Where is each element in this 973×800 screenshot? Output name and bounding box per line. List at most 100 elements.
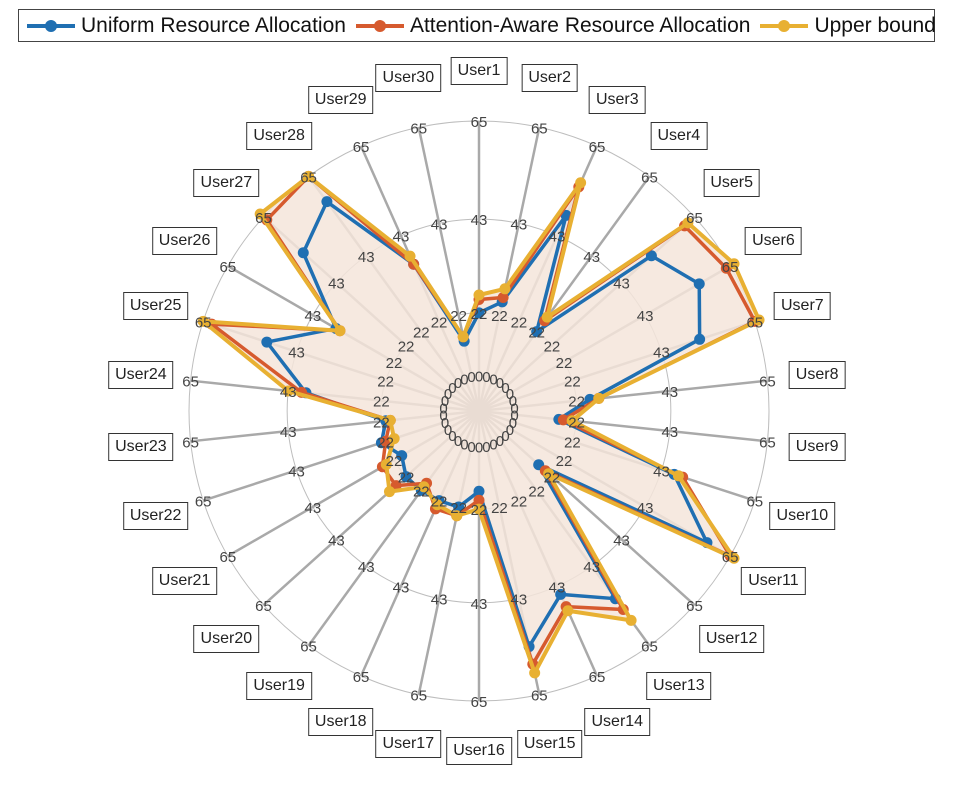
ring-tick-label-30-2: 43 bbox=[431, 216, 448, 233]
ring-tick-label-14-0: 0 bbox=[489, 437, 497, 454]
series-3-point-5 bbox=[682, 217, 694, 229]
ring-tick-label-30-1: 22 bbox=[450, 308, 467, 325]
ring-tick-label-18-0: 0 bbox=[460, 437, 468, 454]
ring-tick-label-20-1: 22 bbox=[398, 470, 415, 487]
ring-tick-label-12-0: 0 bbox=[501, 428, 509, 445]
series-3-point-29 bbox=[404, 250, 416, 262]
ring-tick-label-17-0: 0 bbox=[467, 439, 475, 456]
ring-tick-label-29-2: 43 bbox=[393, 229, 410, 246]
series-1-point-25 bbox=[261, 336, 273, 348]
upper-bound-area bbox=[203, 176, 760, 673]
ring-tick-label-11-1: 22 bbox=[556, 453, 573, 470]
ring-tick-label-19-3: 65 bbox=[300, 639, 317, 656]
ring-tick-label-17-3: 65 bbox=[410, 688, 427, 705]
ring-tick-label-3-3: 65 bbox=[589, 139, 606, 156]
ring-tick-label-15-0: 0 bbox=[482, 439, 490, 456]
ring-tick-label-21-3: 65 bbox=[220, 549, 237, 566]
ring-tick-label-15-3: 65 bbox=[531, 688, 548, 705]
ring-tick-label-19-2: 43 bbox=[358, 559, 375, 576]
category-label-10: User10 bbox=[769, 502, 836, 531]
ring-tick-label-16-2: 43 bbox=[471, 596, 488, 613]
series-3-point-27 bbox=[254, 208, 266, 220]
ring-tick-label-23-2: 43 bbox=[280, 424, 297, 441]
ring-tick-label-3-0: 0 bbox=[489, 371, 497, 388]
series-3-point-30 bbox=[457, 331, 469, 343]
ring-tick-label-27-1: 22 bbox=[398, 338, 415, 355]
ring-tick-label-10-1: 22 bbox=[564, 434, 581, 451]
series-3-point-6 bbox=[728, 258, 740, 270]
series-3-point-15 bbox=[529, 667, 541, 679]
legend-swatch-2 bbox=[355, 19, 404, 32]
legend-label-2: Attention-Aware Resource Allocation bbox=[409, 13, 751, 37]
ring-tick-label-26-1: 22 bbox=[386, 355, 403, 372]
ring-tick-label-22-1: 22 bbox=[377, 434, 394, 451]
series-1-point-5 bbox=[645, 250, 657, 262]
legend-item-3: Upper bound bbox=[758, 14, 936, 38]
series-3-point-23 bbox=[384, 414, 396, 426]
series-3-point-10 bbox=[672, 470, 684, 482]
category-label-9: User9 bbox=[788, 432, 846, 461]
series-3-point-21 bbox=[380, 459, 392, 471]
category-label-2: User2 bbox=[521, 64, 579, 93]
category-label-1: User1 bbox=[450, 57, 508, 85]
ring-tick-label-13-1: 22 bbox=[528, 483, 545, 500]
ring-tick-label-14-2: 43 bbox=[549, 579, 566, 596]
ring-tick-label-13-3: 65 bbox=[641, 639, 658, 656]
series-3-point-28 bbox=[303, 170, 315, 182]
ring-tick-label-23-3: 65 bbox=[182, 434, 199, 451]
ring-tick-label-13-2: 43 bbox=[583, 559, 600, 576]
category-label-6: User6 bbox=[745, 227, 802, 255]
category-label-5: User5 bbox=[703, 169, 760, 198]
series-2-point-16 bbox=[473, 494, 485, 506]
category-label-30: User30 bbox=[375, 64, 442, 93]
category-label-4: User4 bbox=[650, 121, 708, 150]
ring-tick-label-9-0: 0 bbox=[510, 408, 518, 425]
ring-tick-label-12-3: 65 bbox=[686, 598, 703, 615]
ring-tick-label-4-0: 0 bbox=[496, 375, 504, 392]
ring-tick-label-10-0: 0 bbox=[509, 415, 517, 432]
series-1-point-21 bbox=[396, 450, 408, 462]
ring-tick-label-5-0: 0 bbox=[501, 380, 509, 397]
ring-tick-label-18-1: 22 bbox=[431, 494, 448, 511]
ring-tick-label-9-3: 65 bbox=[759, 434, 776, 451]
ring-tick-label-11-2: 43 bbox=[637, 500, 654, 517]
ring-tick-label-26-2: 43 bbox=[305, 308, 322, 325]
series-1-point-7 bbox=[694, 333, 706, 345]
ring-tick-label-8-2: 43 bbox=[661, 384, 678, 401]
series-1-point-17 bbox=[453, 501, 465, 513]
ring-tick-label-3-2: 43 bbox=[549, 229, 566, 246]
ring-tick-label-7-3: 65 bbox=[746, 314, 763, 331]
series-3-point-11 bbox=[728, 552, 740, 564]
ring-tick-label-18-3: 65 bbox=[353, 669, 370, 686]
ring-tick-label-7-1: 22 bbox=[564, 374, 581, 391]
series-3-point-17 bbox=[451, 510, 463, 522]
category-label-14: User14 bbox=[584, 707, 651, 736]
legend: Uniform Resource Allocation Attention-Awa… bbox=[18, 9, 936, 42]
ring-tick-label-21-0: 0 bbox=[444, 422, 452, 439]
category-label-8: User8 bbox=[788, 361, 846, 390]
ring-tick-label-15-1: 22 bbox=[491, 500, 508, 517]
category-label-20: User20 bbox=[193, 624, 260, 653]
ring-tick-label-28-0: 0 bbox=[454, 375, 462, 392]
ring-tick-label-9-1: 22 bbox=[568, 414, 585, 431]
ring-tick-label-27-2: 43 bbox=[328, 276, 345, 293]
series-3-point-1 bbox=[473, 289, 485, 301]
series-3-point-7 bbox=[753, 314, 765, 326]
ring-tick-label-23-0: 0 bbox=[439, 408, 447, 425]
ring-tick-label-27-0: 0 bbox=[448, 380, 456, 397]
legend-item-1: Uniform Resource Allocation bbox=[25, 14, 346, 38]
ring-tick-label-8-0: 0 bbox=[510, 400, 518, 417]
series-2-point-9 bbox=[557, 414, 569, 426]
ring-tick-label-11-3: 65 bbox=[722, 549, 739, 566]
category-label-7: User7 bbox=[774, 291, 831, 320]
ring-tick-label-28-3: 65 bbox=[300, 169, 317, 186]
category-label-24: User24 bbox=[108, 361, 174, 390]
ring-tick-label-30-0: 0 bbox=[467, 369, 475, 386]
ring-tick-label-24-3: 65 bbox=[182, 374, 199, 391]
series-1-point-27 bbox=[297, 247, 309, 259]
category-label-3: User3 bbox=[588, 86, 646, 115]
series-2-point-2 bbox=[497, 292, 509, 304]
ring-tick-label-16-0: 0 bbox=[475, 440, 483, 457]
category-label-18: User18 bbox=[307, 707, 374, 736]
series-1-point-14 bbox=[555, 588, 567, 600]
